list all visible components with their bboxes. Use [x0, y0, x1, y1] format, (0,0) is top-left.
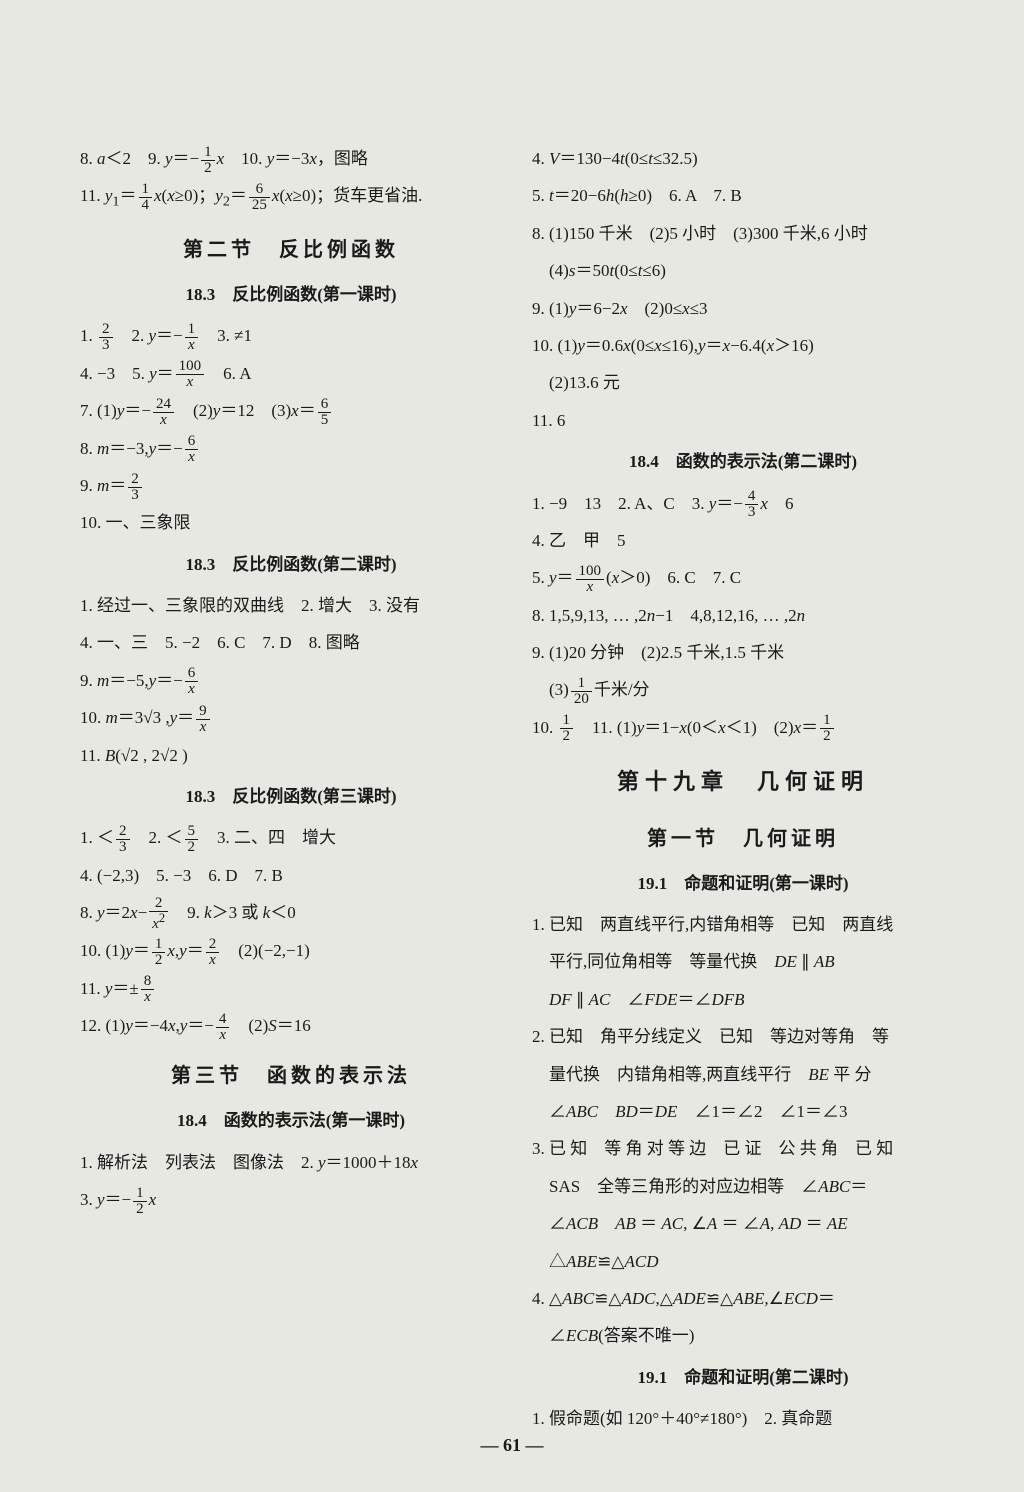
text-line: (2)13.6 元 [532, 364, 954, 401]
sub-title: 19.1 命题和证明(第二课时) [532, 1359, 954, 1396]
text-line: 10. m＝3√3 ,y＝9x [80, 699, 502, 736]
text-line: 10. 一、三象限 [80, 504, 502, 541]
sub-title: 18.4 函数的表示法(第一课时) [80, 1102, 502, 1139]
text-line: 11. 6 [532, 402, 954, 439]
text-line: 4. △ABC≌△ADC,△ADE≌△ABE,∠ECD＝ [532, 1280, 954, 1317]
text-line: 1. 23 2. y＝−1x 3. ≠1 [80, 317, 502, 354]
text-line: 1. −9 13 2. A、C 3. y＝−43x 6 [532, 485, 954, 522]
text-line: 9. m＝−5,y＝−6x [80, 662, 502, 699]
text-line: 11. y1＝14x(x≥0)；y2＝625x(x≥0)；货车更省油. [80, 177, 502, 218]
text-line: 3. y＝−12x [80, 1181, 502, 1218]
text-line: 8. y＝2x−2x2 9. k＞3 或 k＜0 [80, 894, 502, 932]
text-line: 8. 1,5,9,13, … ,2n−1 4,8,12,16, … ,2n [532, 597, 954, 634]
text-line: 10. (1)y＝0.6x(0≤x≤16),y＝x−6.4(x＞16) [532, 327, 954, 364]
text-line: ∠ECB(答案不唯一) [532, 1317, 954, 1354]
text-line: 5. t＝20−6h(h≥0) 6. A 7. B [532, 177, 954, 214]
text-line: 8. m＝−3,y＝−6x [80, 430, 502, 467]
sub-title: 18.3 反比例函数(第三课时) [80, 778, 502, 815]
text-line: 11. y＝±8x [80, 970, 502, 1007]
text-line: ∠ABC BD＝DE ∠1＝∠2 ∠1＝∠3 [532, 1093, 954, 1130]
text-line: (4)s＝50t(0≤t≤6) [532, 252, 954, 289]
text-line: 1. 经过一、三象限的双曲线 2. 增大 3. 没有 [80, 587, 502, 624]
text-line: 9. m＝23 [80, 467, 502, 504]
text-line: 8. a＜2 9. y＝−12x 10. y＝−3x，图略 [80, 140, 502, 177]
text-line: △ABE≌△ACD [532, 1243, 954, 1280]
text-line: 平行,同位角相等 等量代换 DE ∥ AB [532, 943, 954, 980]
left-column: 8. a＜2 9. y＝−12x 10. y＝−3x，图略 11. y1＝14x… [80, 140, 502, 1452]
text-line: 3. 已 知 等 角 对 等 边 已 证 公 共 角 已 知 [532, 1130, 954, 1167]
text-line: 4. 一、三 5. −2 6. C 7. D 8. 图略 [80, 624, 502, 661]
text-line: 8. (1)150 千米 (2)5 小时 (3)300 千米,6 小时 [532, 215, 954, 252]
text-line: 5. y＝100x(x＞0) 6. C 7. C [532, 559, 954, 596]
sub-title: 18.3 反比例函数(第二课时) [80, 546, 502, 583]
text-line: SAS 全等三角形的对应边相等 ∠ABC＝ [532, 1168, 954, 1205]
section-title: 第一节 几何证明 [532, 817, 954, 861]
chapter-title: 第十九章 几何证明 [532, 758, 954, 806]
sub-title: 18.4 函数的表示法(第二课时) [532, 443, 954, 480]
text-line: 1. 解析法 列表法 图像法 2. y＝1000＋18x [80, 1144, 502, 1181]
text-line: (3)120千米/分 [532, 671, 954, 708]
text-line: 1. 假命题(如 120°＋40°≠180°) 2. 真命题 [532, 1400, 954, 1437]
text-line: 9. (1)y＝6−2x (2)0≤x≤3 [532, 290, 954, 327]
text-line: 4. 乙 甲 5 [532, 522, 954, 559]
text-line: 10. 12 11. (1)y＝1−x(0＜x＜1) (2)x＝12 [532, 709, 954, 746]
text-line: DF ∥ AC ∠FDE＝∠DFB [532, 981, 954, 1018]
text-line: ∠ACB AB ＝ AC, ∠A ＝ ∠A, AD ＝ AE [532, 1205, 954, 1242]
text-line: 1. 已知 两直线平行,内错角相等 已知 两直线 [532, 906, 954, 943]
text-line: 量代换 内错角相等,两直线平行 BE 平 分 [532, 1056, 954, 1093]
section-title: 第二节 反比例函数 [80, 228, 502, 272]
text-line: 1. ＜23 2. ＜52 3. 二、四 增大 [80, 819, 502, 856]
section-title: 第三节 函数的表示法 [80, 1054, 502, 1098]
text-line: 2. 已知 角平分线定义 已知 等边对等角 等 [532, 1018, 954, 1055]
text-line: 10. (1)y＝12x,y＝2x (2)(−2,−1) [80, 932, 502, 969]
text-line: 7. (1)y＝−24x (2)y＝12 (3)x＝65 [80, 392, 502, 429]
text-line: 4. V＝130−4t(0≤t≤32.5) [532, 140, 954, 177]
text-line: 11. B(√2 , 2√2 ) [80, 737, 502, 774]
text-line: 4. −3 5. y＝100x 6. A [80, 355, 502, 392]
right-column: 4. V＝130−4t(0≤t≤32.5) 5. t＝20−6h(h≥0) 6.… [532, 140, 954, 1452]
page-number: — 61 — [0, 1435, 1024, 1456]
sub-title: 18.3 反比例函数(第一课时) [80, 276, 502, 313]
text-line: 4. (−2,3) 5. −3 6. D 7. B [80, 857, 502, 894]
sub-title: 19.1 命题和证明(第一课时) [532, 865, 954, 902]
text-line: 9. (1)20 分钟 (2)2.5 千米,1.5 千米 [532, 634, 954, 671]
text-line: 12. (1)y＝−4x,y＝−4x (2)S＝16 [80, 1007, 502, 1044]
